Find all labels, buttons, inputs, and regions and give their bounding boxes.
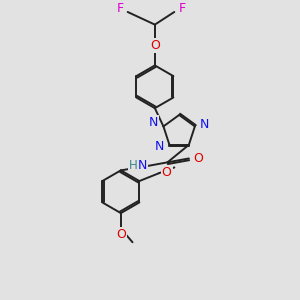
Text: N: N: [200, 118, 209, 131]
Text: H: H: [129, 159, 138, 172]
Text: O: O: [162, 166, 172, 179]
Text: O: O: [150, 40, 160, 52]
Text: N: N: [155, 140, 164, 153]
Text: N: N: [149, 116, 158, 129]
Text: O: O: [194, 152, 203, 165]
Text: F: F: [178, 2, 186, 15]
Text: N: N: [137, 159, 147, 172]
Text: F: F: [116, 2, 123, 15]
Text: O: O: [116, 228, 126, 241]
